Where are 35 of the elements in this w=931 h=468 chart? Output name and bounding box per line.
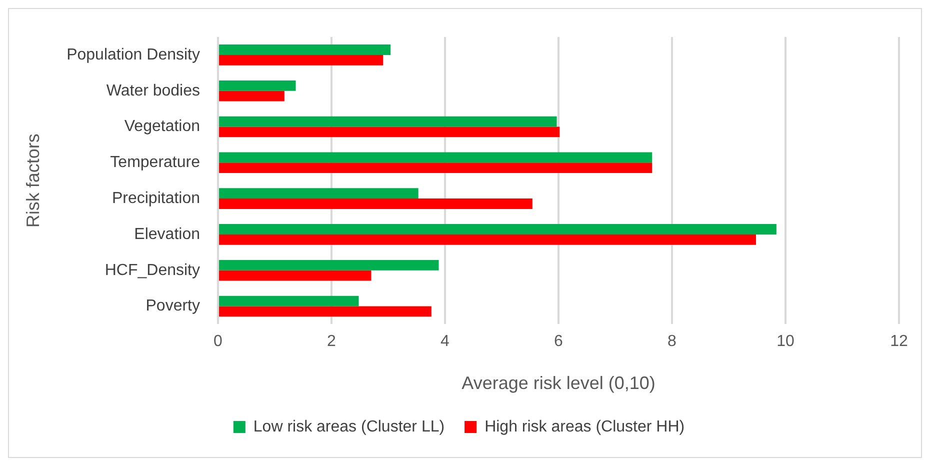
x-tick-label: 6 [554,333,564,350]
y-tick-label: Water bodies [106,82,200,100]
y-axis-title: Risk factors [22,134,43,228]
y-tick-label: Vegetation [124,118,200,136]
bar [219,162,652,174]
bar [219,224,776,234]
x-tick-label: 2 [327,333,336,350]
legend-label: Low risk areas (Cluster LL) [253,418,445,436]
x-tick-label: 4 [440,333,450,350]
bar [219,306,432,317]
y-tick-label: Precipitation [112,190,200,207]
bar [219,152,652,163]
bar [219,44,391,55]
x-tick-label: 10 [776,333,794,350]
bar [219,116,557,127]
x-axis-title: Average risk level (0,10) [462,373,656,394]
x-tick-label: 0 [214,333,223,350]
bar [219,260,439,270]
bar [219,270,372,281]
y-tick-label: Temperature [110,154,200,172]
bar [219,296,359,306]
bar [219,126,560,138]
bar [219,80,296,91]
y-tick-label: Poverty [146,298,200,315]
bar [219,90,284,102]
legend-label: High risk areas (Cluster HH) [484,418,685,436]
x-tick-label: 8 [668,333,677,350]
bar [219,188,418,199]
bar [219,198,532,209]
x-tick-label: 12 [890,333,908,350]
bar [219,234,756,245]
bar [219,54,384,66]
y-tick-label: Population Density [66,46,200,64]
y-tick-label: Elevation [134,226,200,243]
y-tick-label: HCF_Density [104,262,200,279]
